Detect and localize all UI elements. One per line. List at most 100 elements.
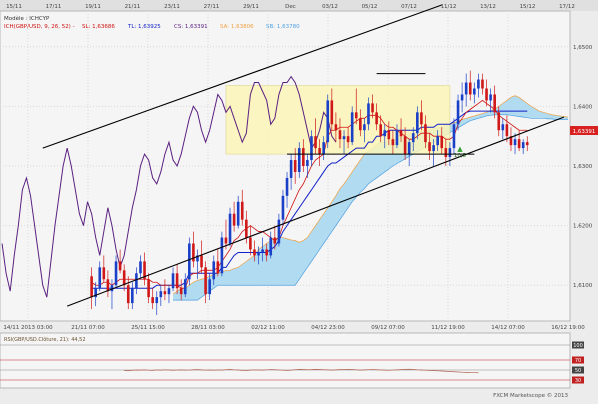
candle-body — [225, 238, 228, 244]
top-axis-label: 03/12 — [322, 4, 338, 10]
oscillator-title: RSI(GBP/USD.Clôture, 21): 44,52 — [4, 336, 86, 343]
candle-body — [119, 261, 122, 270]
top-axis-label: 17/11 — [46, 4, 62, 10]
legend-item: TL: 1,63925 — [127, 24, 161, 30]
top-axis-label: 27/11 — [204, 4, 220, 10]
candle-body — [278, 220, 281, 244]
x-tick-label: 14/11 2013 03:00 — [3, 325, 53, 331]
top-axis-label: 13/12 — [480, 4, 496, 10]
candle-body — [469, 83, 472, 95]
candle-body — [241, 202, 244, 220]
candle-body — [127, 285, 130, 303]
candle-body — [326, 100, 329, 142]
oscillator-axis-label: 30 — [575, 378, 581, 384]
y-tick-label: 1,6500 — [573, 45, 593, 51]
candle-body — [473, 89, 476, 95]
candle-body — [445, 148, 448, 157]
candle-body — [212, 261, 215, 279]
candle-body — [436, 136, 439, 145]
x-tick-label: 16/12 19:00 — [551, 325, 585, 331]
x-tick-label: 14/12 07:00 — [491, 325, 525, 331]
candle-body — [302, 148, 305, 166]
candle-body — [351, 112, 354, 142]
candle-body — [379, 124, 382, 136]
top-axis-label: 17/12 — [559, 4, 575, 10]
candle-body — [184, 279, 187, 294]
candle-body — [123, 270, 126, 285]
candle-body — [359, 118, 362, 130]
candle-body — [392, 139, 395, 145]
candle-body — [237, 202, 240, 226]
watermark: FXCM Marketscope © 2013 — [493, 392, 568, 399]
top-axis-label: 11/12 — [441, 4, 457, 10]
candle-body — [424, 124, 427, 142]
candle-body — [282, 196, 285, 220]
candle-body — [489, 94, 492, 100]
top-axis-label: 29/11 — [243, 4, 259, 10]
candle-body — [363, 124, 366, 130]
candle-body — [367, 103, 370, 124]
candle-body — [257, 252, 260, 255]
oscillator-axis-label: 100 — [573, 343, 583, 349]
x-tick-label: 25/11 15:00 — [131, 325, 165, 331]
candle-body — [465, 83, 468, 95]
candle-body — [188, 244, 191, 280]
candle-body — [388, 130, 391, 139]
candle-body — [432, 145, 435, 151]
candle-body — [416, 112, 419, 133]
indicator-line: ICH(GBP/USD, 9, 26, 52) - — [4, 24, 75, 30]
candle-body — [518, 139, 521, 148]
candle-body — [502, 124, 505, 130]
candle-body — [404, 136, 407, 154]
candle-body — [103, 267, 106, 279]
legend-item: SA: 1,63806 — [220, 24, 254, 30]
candle-body — [233, 214, 236, 226]
candle-body — [371, 103, 374, 112]
y-tick-label: 1,6200 — [573, 224, 593, 230]
candle-body — [160, 291, 163, 297]
top-axis-label: 21/11 — [125, 4, 141, 10]
candle-body — [172, 273, 175, 288]
candle-body — [310, 136, 313, 160]
candle-body — [306, 160, 309, 166]
candle-body — [331, 100, 334, 124]
top-axis-label: 05/12 — [362, 4, 378, 10]
candle-body — [343, 136, 346, 139]
candle-body — [485, 89, 488, 101]
top-axis-label: 15/12 — [520, 4, 536, 10]
candle-body — [180, 288, 183, 294]
candle-body — [135, 273, 138, 288]
candle-body — [269, 238, 272, 256]
bottom-annotation: 10,5 — [454, 153, 467, 159]
candle-body — [522, 142, 525, 148]
candle-body — [497, 112, 500, 130]
candle-body — [347, 136, 350, 142]
candle-body — [477, 80, 480, 89]
y-tick-label: 1,6300 — [573, 164, 593, 170]
candle-body — [322, 142, 325, 154]
price-badge-text: 1,63391 — [573, 129, 596, 135]
candle-body — [176, 273, 179, 288]
candle-body — [107, 279, 110, 291]
candle-body — [493, 94, 496, 112]
x-tick-label: 04/12 23:00 — [311, 325, 345, 331]
candle-body — [249, 238, 252, 250]
candle-body — [115, 261, 118, 285]
candle-body — [155, 297, 158, 303]
candle-body — [90, 276, 93, 297]
candle-body — [221, 238, 224, 274]
candle-body — [265, 249, 268, 255]
candle-body — [274, 238, 277, 244]
y-tick-label: 1,6100 — [573, 283, 593, 289]
candle-body — [286, 178, 289, 196]
x-tick-label: 09/12 07:00 — [371, 325, 405, 331]
candle-body — [131, 288, 134, 303]
candle-body — [514, 139, 517, 145]
legend-item: SB: 1,63780 — [266, 24, 300, 30]
candle-body — [208, 279, 211, 294]
candle-body — [457, 100, 460, 124]
candle-body — [139, 261, 142, 273]
candle-body — [420, 112, 423, 124]
